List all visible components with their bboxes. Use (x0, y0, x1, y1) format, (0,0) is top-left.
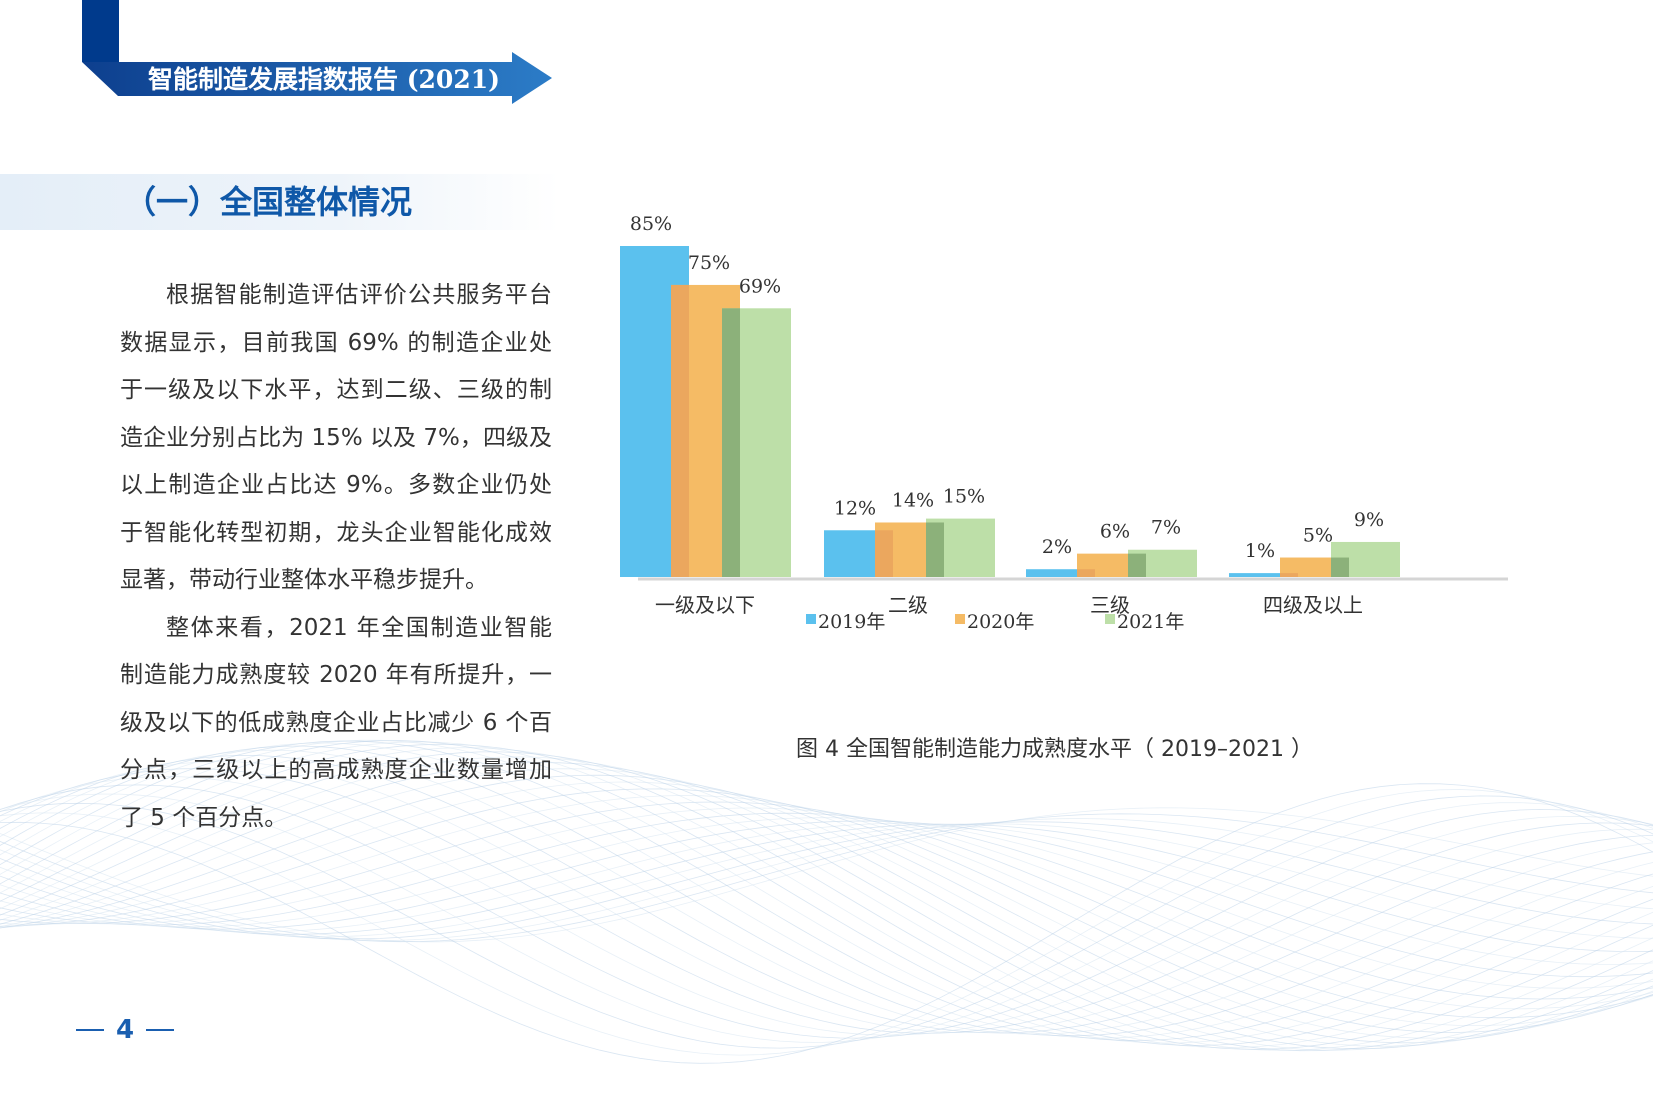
data-label-2-cat-3: 6% (1100, 521, 1130, 543)
wave-line (0, 762, 1653, 1050)
wave-line (0, 812, 1653, 1000)
wave-line (0, 741, 1653, 1049)
legend-swatch-2 (955, 614, 965, 624)
body-text: 根据智能制造评估评价公共服务平台数据显示，目前我国 69% 的制造企业处于一级及… (120, 272, 552, 842)
wave-line (0, 749, 1653, 1035)
wave-line (0, 795, 1653, 1049)
figure-caption: 图 4 全国智能制造能力成熟度水平（ 2019–2021 ） (796, 737, 1313, 762)
bar-overlap-2-cat-3 (1128, 553, 1146, 577)
page-number: 4 (116, 1015, 135, 1045)
x-tick-labels: 一级及以下 二级 三级 四级及以上 (655, 593, 1363, 617)
wave-line (0, 817, 1653, 989)
paragraph-1: 根据智能制造评估评价公共服务平台数据显示，目前我国 69% 的制造企业处于一级及… (120, 282, 552, 593)
wave-line (0, 820, 1653, 978)
wave-line (0, 743, 1653, 1050)
section-title: （一）全国整体情况 (124, 183, 413, 221)
wave-line (0, 801, 1653, 1019)
bar-overlap-1-cat-2 (875, 530, 893, 577)
bar-overlap-2-cat-2 (926, 522, 944, 577)
wave-line (0, 745, 1653, 1037)
wave-line (0, 747, 1653, 1051)
footer-dash-right (146, 1029, 175, 1031)
bar-overlap-2-cat-1 (722, 308, 740, 577)
data-label-1-cat-3: 2% (1042, 536, 1072, 558)
wave-line (0, 740, 1653, 1046)
bars-layer (620, 246, 1400, 577)
data-label-1-cat-4: 1% (1245, 540, 1275, 562)
wave-line (0, 751, 1653, 1052)
bar-overlap-1-cat-3 (1077, 569, 1095, 577)
header-banner-arrow (82, 52, 552, 104)
wave-line (0, 740, 1653, 1041)
x-tick-label-3: 三级 (1090, 593, 1130, 617)
wave-line (0, 768, 1653, 1034)
x-tick-label-4: 四级及以上 (1263, 593, 1363, 617)
data-label-2-cat-2: 14% (892, 489, 934, 511)
wave-line (0, 783, 1653, 1064)
report-title: 智能制造发展指数报告 (2021) (148, 65, 500, 94)
wave-line (0, 823, 1653, 939)
paragraph-2: 整体来看，2021 年全国制造业智能制造能力成熟度较 2020 年有所提升，一级… (120, 614, 552, 831)
wave-line (0, 793, 1653, 1043)
footer-dash-left (76, 1029, 104, 1031)
chart-legend: 2019年 2020年 2021年 (806, 611, 1184, 633)
data-label-3-cat-2: 15% (943, 486, 985, 508)
wave-line (0, 776, 1653, 1036)
wave-line (0, 784, 1653, 1039)
data-label-2-cat-1: 75% (688, 252, 730, 274)
data-label-1-cat-2: 12% (834, 497, 876, 519)
legend-swatch-1 (806, 614, 816, 624)
legend-label-2: 2020年 (967, 611, 1034, 633)
bar-1-cat-4 (1229, 573, 1298, 577)
wave-line (0, 823, 1653, 953)
wave-line (0, 789, 1653, 1056)
legend-label-1: 2019年 (818, 611, 885, 633)
bar-overlap-1-cat-1 (671, 284, 689, 577)
x-tick-label-2: 二级 (888, 593, 928, 617)
wave-line (0, 756, 1653, 1051)
section-title-band (0, 174, 560, 230)
maturity-bar-chart: 85% 75% 69% 12% 14% 15% 2% 6% 7% 1% 5% 9% 一级及以下 二级 三级… (620, 213, 1508, 633)
data-label-3-cat-3: 7% (1151, 517, 1181, 539)
legend-label-3: 2021年 (1117, 611, 1184, 633)
data-label-2-cat-4: 5% (1303, 525, 1333, 547)
bar-1-cat-3 (1026, 569, 1095, 577)
wave-line (0, 818, 1653, 942)
bar-overlap-2-cat-4 (1331, 557, 1349, 577)
wave-line (0, 754, 1653, 1034)
x-tick-label-1: 一级及以下 (655, 593, 755, 617)
data-label-1-cat-1: 85% (630, 213, 672, 235)
legend-swatch-3 (1105, 614, 1115, 624)
header-tab-block (82, 0, 119, 62)
wave-line (0, 739, 1653, 1044)
wave-line (0, 795, 1653, 1027)
data-label-3-cat-4: 9% (1354, 509, 1384, 531)
page-footer: 4 (76, 1012, 175, 1048)
wave-line (0, 788, 1653, 1033)
data-label-3-cat-1: 69% (739, 275, 781, 297)
wave-line (0, 761, 1653, 1034)
wave-line (0, 822, 1653, 965)
bar-overlap-1-cat-4 (1280, 573, 1298, 577)
data-labels-layer: 85% 75% 69% 12% 14% 15% 2% 6% 7% 1% 5% 9% (630, 213, 1384, 562)
